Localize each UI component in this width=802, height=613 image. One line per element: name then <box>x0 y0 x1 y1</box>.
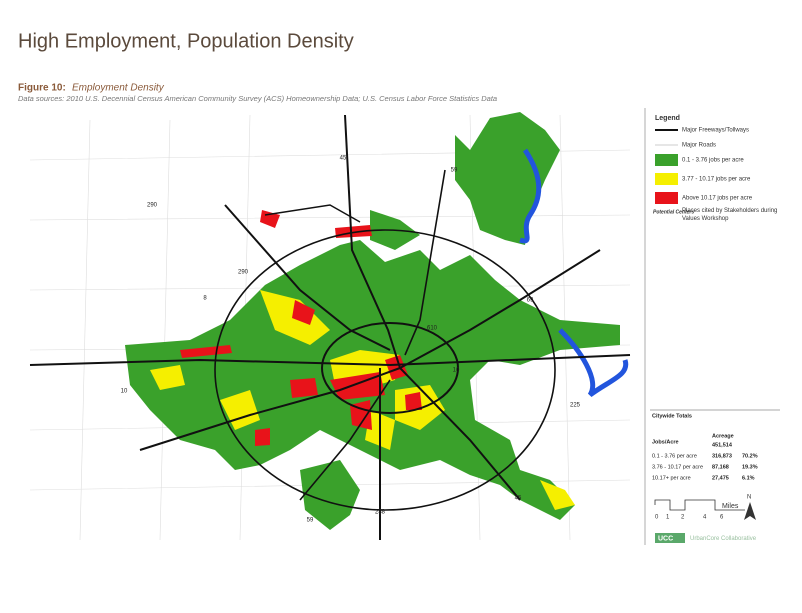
figure-label: Figure 10: <box>18 83 66 94</box>
figure-caption: Employment Density <box>72 83 165 94</box>
shield: 225 <box>570 403 581 409</box>
legend-item: Major Freeways/Tollways <box>682 128 749 134</box>
scale-tick: 2 <box>681 515 685 521</box>
legend: Legend Major Freeways/Tollways Major Roa… <box>653 115 778 222</box>
totals-header: Acreage <box>712 433 734 439</box>
totals-cell: 3.76 - 10.17 per acre <box>652 464 703 470</box>
shield: 10 <box>121 389 128 395</box>
shield: 69 <box>527 298 534 304</box>
shield: 45 <box>340 156 347 162</box>
scale-tick: 1 <box>666 515 670 521</box>
scale-unit: Miles <box>722 503 739 510</box>
legend-item: Major Roads <box>682 143 716 149</box>
legend-item: 0.1 - 3.76 jobs per acre <box>682 158 744 164</box>
freeways <box>29 114 631 540</box>
totals-cell: 70.2% <box>742 453 758 459</box>
scale-tick: 6 <box>720 515 724 521</box>
shield: 8 <box>203 296 207 302</box>
totals-header: Jobs/Acre <box>652 439 679 445</box>
totals: Citywide Totals Acreage 451,514 Jobs/Acr… <box>650 409 780 481</box>
scale-line <box>654 499 745 511</box>
logo-mark <box>655 533 685 543</box>
legend-title: Legend <box>655 115 680 122</box>
legend-item: Above 10.17 jobs per acre <box>682 196 753 202</box>
totals-title: Citywide Totals <box>652 413 692 419</box>
shield: 10 <box>453 368 460 374</box>
totals-cell: 87,168 <box>712 464 729 470</box>
slide-title: High Employment, Population Density <box>18 30 354 52</box>
shield: 290 <box>147 203 158 209</box>
totals-cell: 316,873 <box>712 453 732 459</box>
north-label: N <box>747 495 751 501</box>
legend-swatch <box>655 192 678 204</box>
logo-name: UrbanCore Collaborative <box>690 536 757 542</box>
legend-swatch <box>655 154 678 166</box>
totals-cell: 0.1 - 3.76 per acre <box>652 453 697 459</box>
scale-bar: 0 1 2 4 6 Miles N <box>654 495 756 521</box>
totals-total: 451,514 <box>712 442 733 448</box>
figure-sources: Data sources: 2010 U.S. Decennial Census… <box>18 94 497 103</box>
legend-centers-desc: Places cited by Stakeholders during Valu… <box>682 208 778 222</box>
shield: 290 <box>238 270 249 276</box>
shields: 45 59 290 290 8 610 10 10 69 225 45 288 … <box>121 156 581 524</box>
map: 45 59 290 290 8 610 10 10 69 225 45 288 … <box>18 108 640 545</box>
water <box>558 328 629 398</box>
totals-cell: 6.1% <box>742 475 755 481</box>
legend-centers: Potential Centers <box>653 209 694 215</box>
logo-mark-text: UCC <box>658 535 673 542</box>
north-arrow <box>744 502 756 520</box>
shield: 59 <box>451 168 458 174</box>
totals-cell: 27,475 <box>712 475 729 481</box>
scale-tick: 4 <box>703 515 707 521</box>
shield: 59 <box>307 518 314 524</box>
water <box>519 148 542 244</box>
shield: 288 <box>375 510 386 516</box>
totals-cell: 10.17+ per acre <box>652 475 691 481</box>
scale-tick: 0 <box>655 515 659 521</box>
shield: 45 <box>515 496 522 502</box>
legend-centers-text: Places cited by Stakeholders during Valu… <box>682 208 778 222</box>
totals-cell: 19.3% <box>742 464 758 470</box>
legend-swatch <box>655 173 678 185</box>
logo: UCC UrbanCore Collaborative <box>655 533 757 543</box>
shield: 610 <box>427 326 438 332</box>
legend-item: 3.77 - 10.17 jobs per acre <box>682 177 751 183</box>
